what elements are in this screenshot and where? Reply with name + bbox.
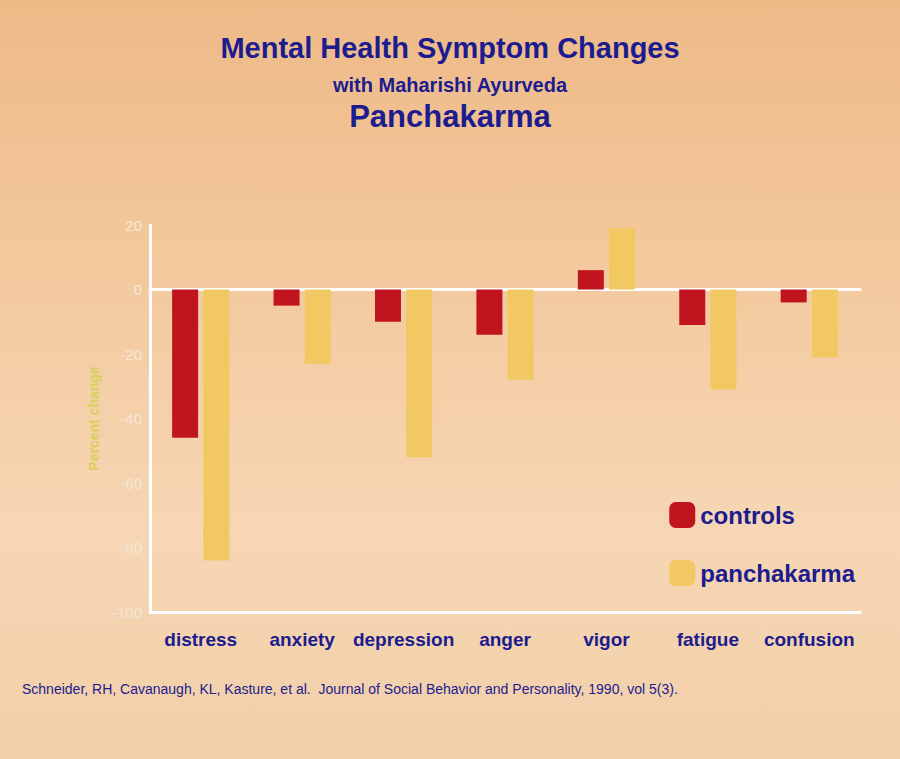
svg-text:controls: controls	[700, 502, 795, 529]
svg-text:confusion: confusion	[764, 629, 855, 650]
svg-text:-60: -60	[120, 475, 142, 492]
svg-text:Schneider, RH, Cavanaugh, KL,: Schneider, RH, Cavanaugh, KL, Kasture, e…	[22, 681, 678, 697]
svg-text:-20: -20	[120, 346, 142, 363]
svg-text:-40: -40	[120, 410, 142, 427]
svg-text:Percent change: Percent change	[86, 366, 102, 470]
svg-text:20: 20	[125, 217, 142, 234]
svg-text:anger: anger	[479, 629, 531, 650]
svg-text:vigor: vigor	[583, 629, 630, 650]
svg-text:0: 0	[134, 281, 142, 298]
svg-text:with Maharishi Ayurveda: with Maharishi Ayurveda	[332, 74, 568, 96]
svg-text:distress: distress	[164, 629, 237, 650]
svg-text:depression: depression	[353, 629, 454, 650]
svg-text:panchakarma: panchakarma	[700, 560, 855, 587]
svg-text:anxiety: anxiety	[269, 629, 335, 650]
svg-text:Panchakarma: Panchakarma	[349, 99, 551, 134]
svg-text:Mental Health Symptom Changes: Mental Health Symptom Changes	[220, 32, 679, 64]
svg-text:-100: -100	[112, 604, 142, 621]
svg-text:-80: -80	[120, 539, 142, 556]
svg-text:fatigue: fatigue	[677, 629, 739, 650]
